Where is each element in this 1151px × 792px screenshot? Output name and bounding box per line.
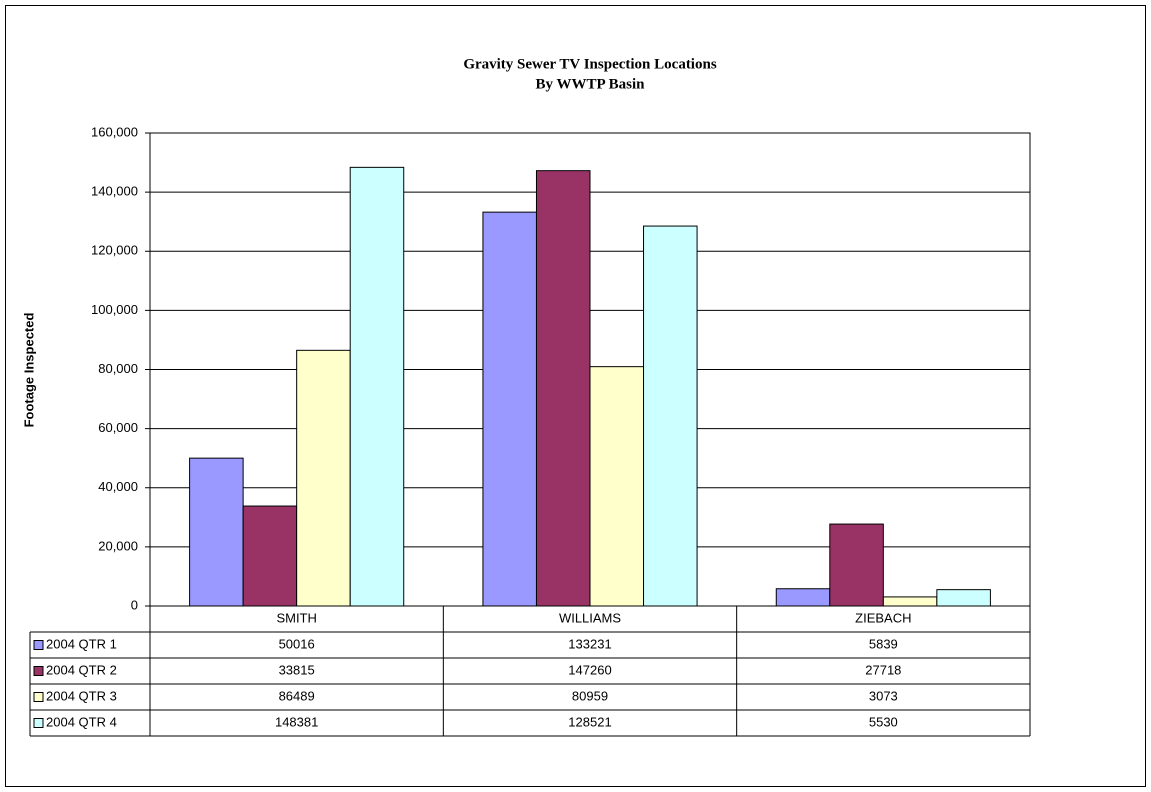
bar [882, 596, 938, 607]
x-tick-label: SMITH [276, 610, 316, 625]
bar [589, 366, 645, 607]
y-tick-label: 60,000 [98, 420, 138, 435]
table-value: 50016 [279, 636, 315, 651]
table-value: 133231 [568, 636, 611, 651]
x-tick-label: ZIEBACH [855, 610, 911, 625]
legend-key [33, 692, 44, 702]
legend-label: 2004 QTR 1 [46, 636, 117, 651]
table-value: 5839 [869, 636, 898, 651]
bar [349, 166, 405, 607]
y-axis-label: Footage Inspected [21, 313, 36, 428]
y-tick-label: 40,000 [98, 479, 138, 494]
table-value: 33815 [279, 662, 315, 677]
legend-key [33, 718, 44, 728]
y-tick-label: 80,000 [98, 361, 138, 376]
legend-label: 2004 QTR 4 [46, 714, 117, 729]
bar [643, 225, 698, 607]
table-value: 5530 [869, 714, 898, 729]
bar [829, 523, 884, 607]
chart-title: Gravity Sewer TV Inspection Locations [463, 56, 717, 72]
bar [242, 505, 298, 607]
chart-subtitle: By WWTP Basin [536, 76, 646, 92]
table-value: 3073 [869, 688, 898, 703]
y-tick-label: 100,000 [91, 302, 138, 317]
legend-key [33, 666, 44, 676]
bar [535, 170, 591, 607]
bar [296, 349, 351, 607]
y-tick-label: 20,000 [98, 538, 138, 553]
y-tick-label: 160,000 [91, 124, 138, 139]
bar [936, 589, 991, 607]
table-value: 27718 [865, 662, 901, 677]
bar [482, 211, 537, 607]
legend-label: 2004 QTR 2 [46, 662, 117, 677]
table-value: 147260 [568, 662, 611, 677]
table-value: 86489 [279, 688, 315, 703]
y-tick-label: 0 [131, 597, 138, 612]
bar [189, 457, 244, 607]
table-value: 128521 [568, 714, 611, 729]
legend-label: 2004 QTR 3 [46, 688, 117, 703]
table-value: 80959 [572, 688, 608, 703]
y-tick-label: 140,000 [91, 184, 138, 199]
table-value: 148381 [275, 714, 318, 729]
y-tick-label: 120,000 [91, 243, 138, 258]
legend-key [33, 640, 44, 650]
x-tick-label: WILLIAMS [559, 610, 621, 625]
bar [775, 588, 831, 607]
